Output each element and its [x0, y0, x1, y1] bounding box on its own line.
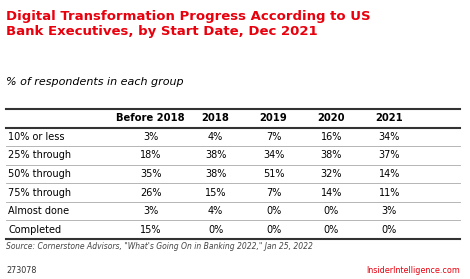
Text: % of respondents in each group: % of respondents in each group	[6, 77, 184, 87]
Text: 2018: 2018	[202, 113, 229, 123]
Text: 51%: 51%	[263, 169, 284, 179]
Text: Digital Transformation Progress According to US
Bank Executives, by Start Date, : Digital Transformation Progress Accordin…	[6, 10, 371, 38]
Text: 32%: 32%	[321, 169, 342, 179]
Text: 3%: 3%	[143, 206, 158, 216]
Text: 14%: 14%	[321, 187, 342, 198]
Text: 0%: 0%	[266, 206, 281, 216]
Text: 4%: 4%	[208, 206, 223, 216]
Text: 15%: 15%	[140, 225, 162, 235]
Text: 35%: 35%	[140, 169, 162, 179]
Text: 14%: 14%	[379, 169, 400, 179]
Text: 7%: 7%	[266, 187, 281, 198]
Text: 3%: 3%	[143, 132, 158, 142]
Text: Before 2018: Before 2018	[117, 113, 185, 123]
Text: 3%: 3%	[382, 206, 397, 216]
Text: 16%: 16%	[321, 132, 342, 142]
Text: 37%: 37%	[378, 150, 400, 160]
Text: 38%: 38%	[205, 150, 227, 160]
Text: 4%: 4%	[208, 132, 223, 142]
Text: 10% or less: 10% or less	[8, 132, 65, 142]
Text: 273078: 273078	[6, 266, 36, 275]
Text: 2019: 2019	[259, 113, 287, 123]
Text: 18%: 18%	[140, 150, 162, 160]
Text: Almost done: Almost done	[8, 206, 70, 216]
Text: 0%: 0%	[208, 225, 223, 235]
Text: Completed: Completed	[8, 225, 62, 235]
Text: 34%: 34%	[263, 150, 284, 160]
Text: InsiderIntelligence.com: InsiderIntelligence.com	[366, 266, 460, 275]
Text: 38%: 38%	[321, 150, 342, 160]
Text: 50% through: 50% through	[8, 169, 71, 179]
Text: 11%: 11%	[379, 187, 400, 198]
Text: 38%: 38%	[205, 169, 227, 179]
Text: 75% through: 75% through	[8, 187, 71, 198]
Text: 34%: 34%	[379, 132, 400, 142]
Text: 15%: 15%	[205, 187, 227, 198]
Text: Source: Cornerstone Advisors, "What's Going On in Banking 2022," Jan 25, 2022: Source: Cornerstone Advisors, "What's Go…	[6, 242, 313, 251]
Text: 26%: 26%	[140, 187, 162, 198]
Text: 7%: 7%	[266, 132, 281, 142]
Text: 0%: 0%	[382, 225, 397, 235]
Text: 2020: 2020	[318, 113, 345, 123]
Text: 0%: 0%	[324, 206, 339, 216]
Text: 2021: 2021	[376, 113, 403, 123]
Text: 25% through: 25% through	[8, 150, 71, 160]
Text: 0%: 0%	[324, 225, 339, 235]
Text: 0%: 0%	[266, 225, 281, 235]
